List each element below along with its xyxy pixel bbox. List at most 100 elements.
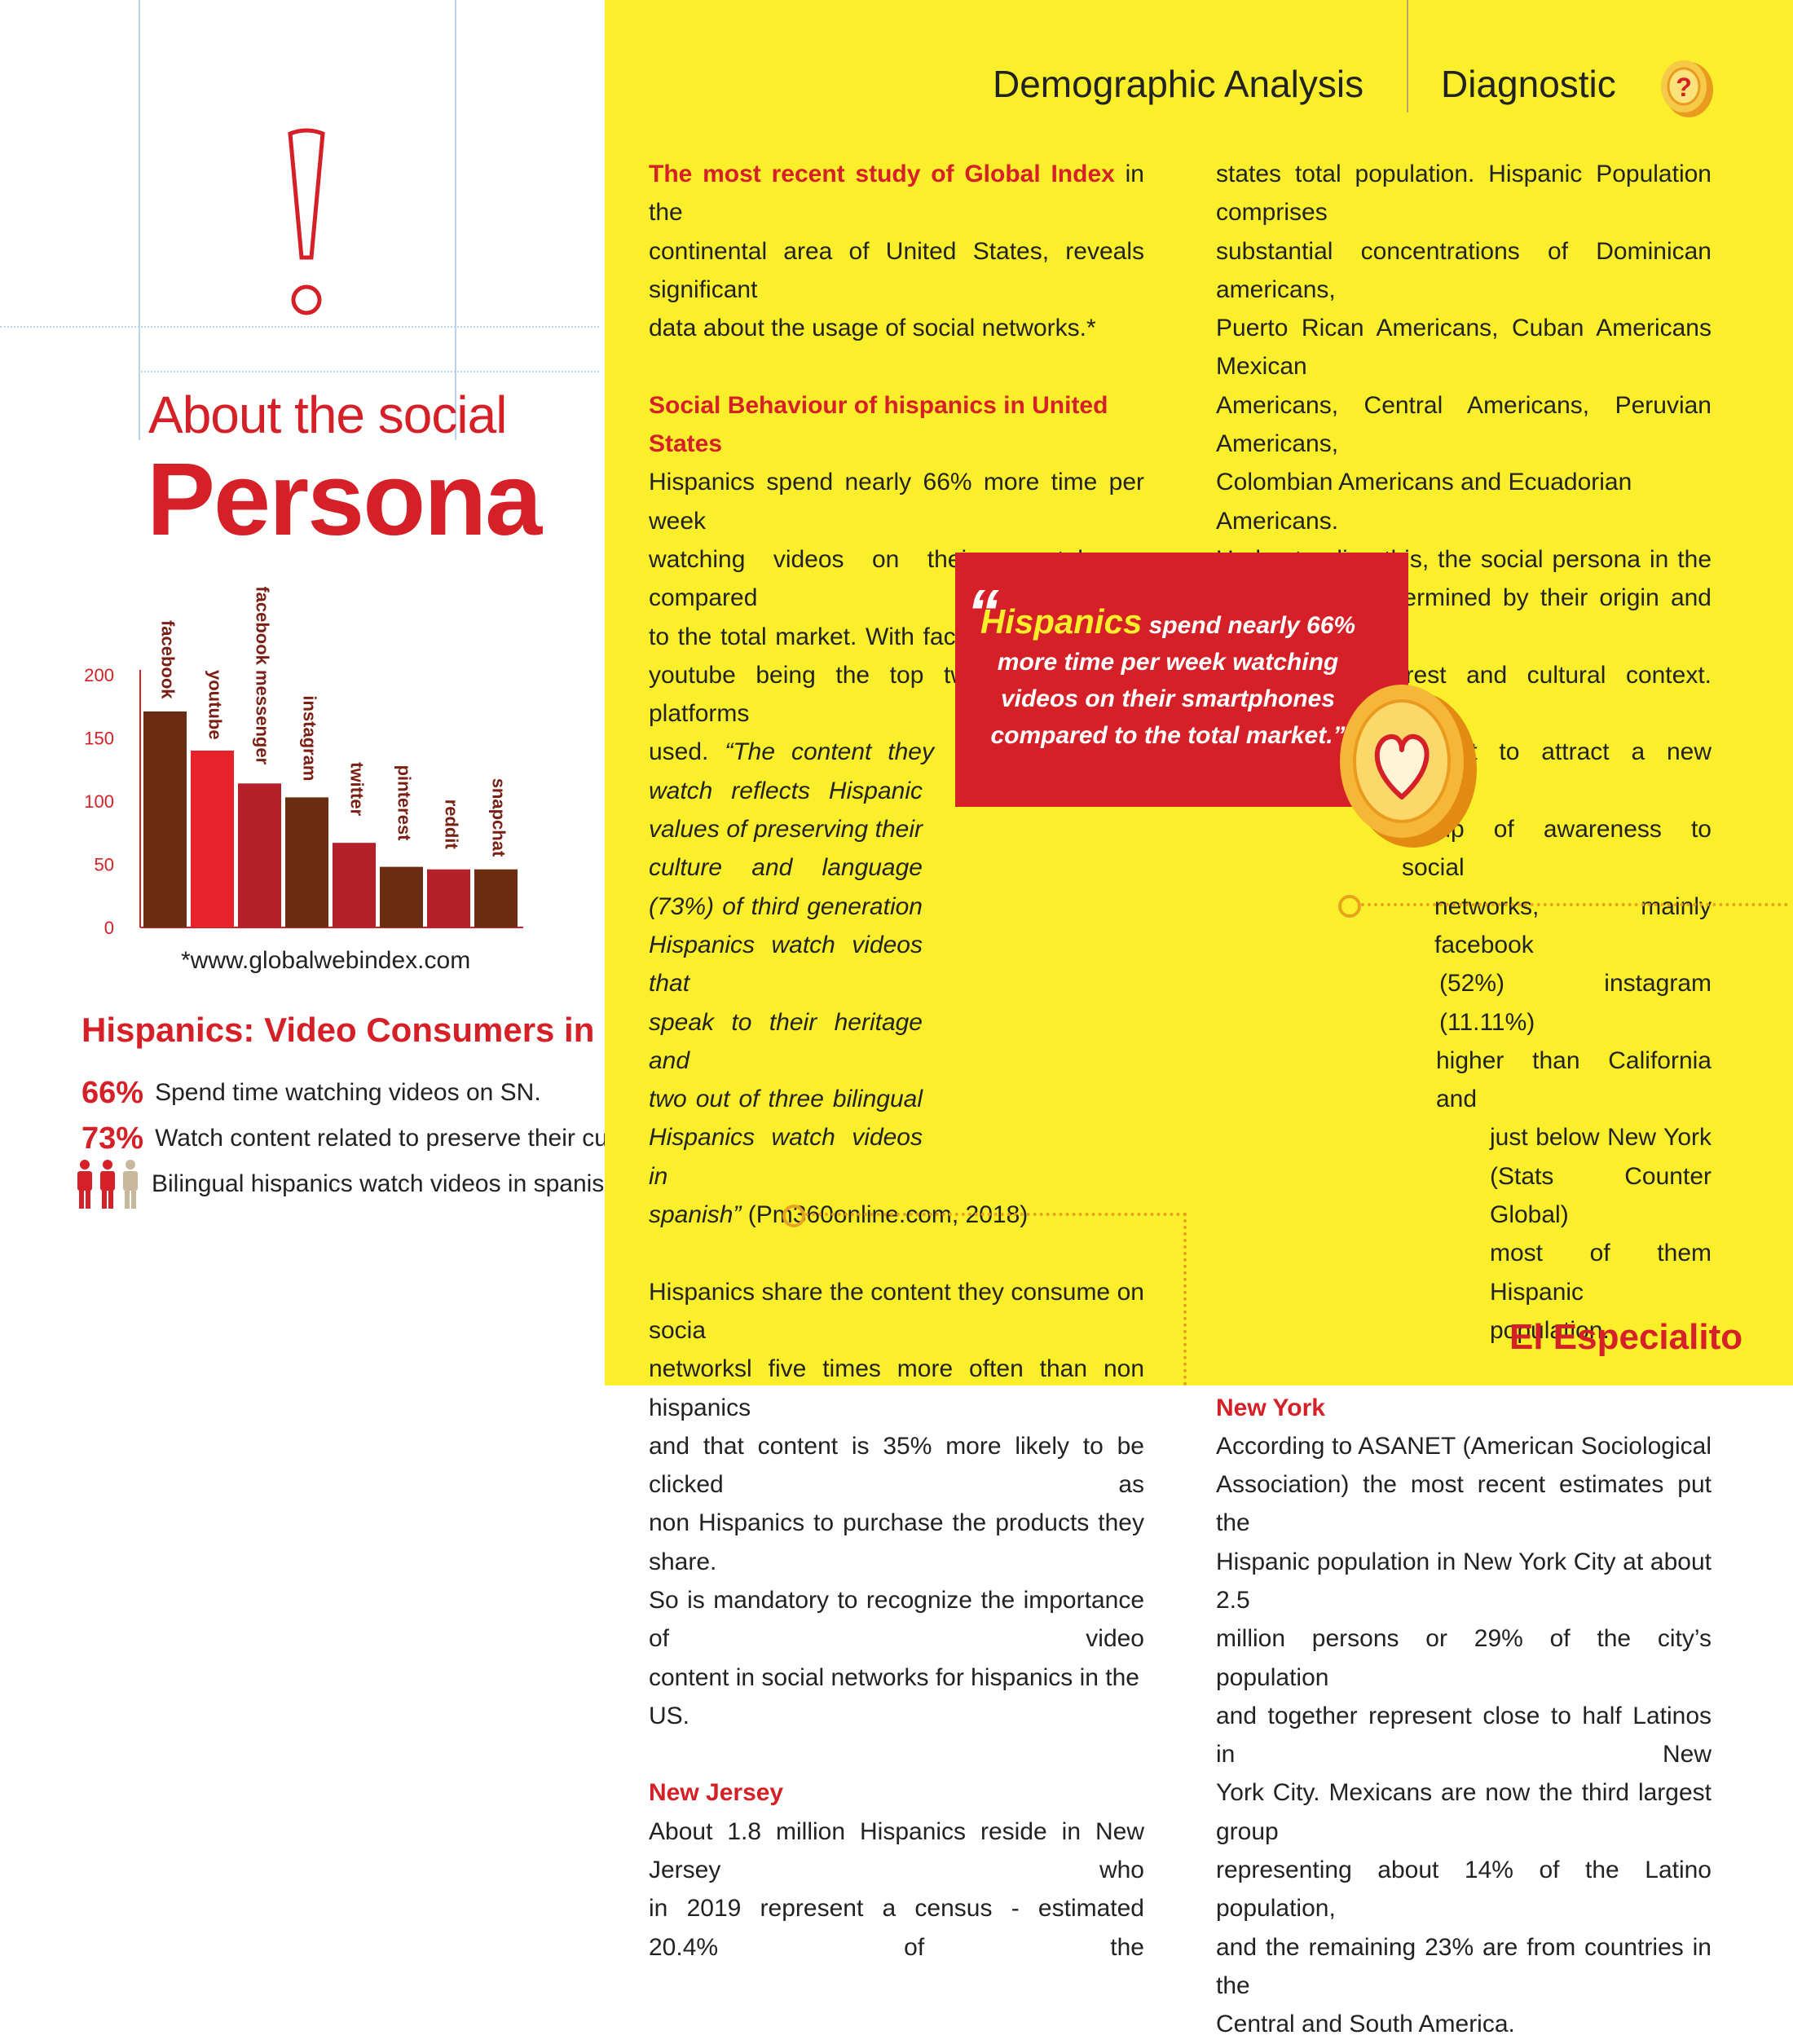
- quote-line: two out of three bilingual: [649, 1086, 923, 1113]
- chart-bar: [285, 797, 328, 927]
- stat-label: Spend time watching videos on SN.: [155, 1079, 541, 1106]
- bar-category-label: snapchat: [489, 778, 509, 857]
- exclamation-icon: [288, 128, 325, 315]
- brand-logo-text: El Especialito: [1509, 1317, 1743, 1357]
- dotted-connector: [805, 1213, 1187, 1216]
- bar-category-label: youtube: [205, 670, 226, 740]
- stat-value: 66%: [82, 1075, 144, 1110]
- text-column-2: states total population. Hispanic Popula…: [1216, 155, 1712, 2044]
- quote-highlight: Hispanics: [980, 602, 1143, 641]
- stat-row: 73% Watch content related to preserve th…: [82, 1118, 655, 1159]
- paragraph-line: About 1.8 million Hispanics reside in Ne…: [649, 1817, 1144, 1884]
- paragraph-line: networksl five times more often than non…: [649, 1355, 1144, 1421]
- video-consumers-title: Hispanics: Video Consumers in SN.: [82, 1011, 662, 1049]
- quote-line: culture and language: [649, 854, 923, 882]
- paragraph-line: So is mandatory to recognize the importa…: [649, 1586, 1144, 1653]
- chart-bar: [191, 751, 234, 927]
- paragraph-line: (Stats Counter Global): [1490, 1162, 1712, 1229]
- paragraph-line: Colombian Americans and Ecuadorian Ameri…: [1216, 469, 1632, 535]
- subheading: Social Behaviour of hispanics in United …: [649, 391, 1108, 458]
- paragraph-line: Hispanic population in New York City at …: [1216, 1548, 1712, 1614]
- paragraph-line: (52%) instagram (11.11%): [1439, 970, 1712, 1036]
- pull-quote-box: [955, 553, 1408, 807]
- stat-label: Bilingual hispanics watch videos in span…: [152, 1170, 618, 1197]
- bar-category-label: instagram: [300, 695, 320, 781]
- spacer: [649, 1234, 1144, 1272]
- chart-bar: [238, 783, 281, 927]
- quote-mark: “: [967, 576, 999, 649]
- text-span: used.: [649, 738, 709, 766]
- paragraph-line: data about the usage of social networks.…: [649, 315, 1096, 342]
- y-tick-label: 0: [104, 918, 114, 938]
- quote-line: compared to the total market.”: [990, 722, 1346, 749]
- header-section: Demographic Analysis: [993, 63, 1364, 105]
- guide-line: [139, 371, 599, 372]
- paragraph-line: substantial concentrations of Dominican …: [1216, 237, 1712, 303]
- paragraph-line: and the remaining 23% are from countries…: [1216, 1933, 1712, 1999]
- paragraph-line: Hispanics share the content they consume…: [649, 1278, 1144, 1344]
- quote-line: Hispanics watch videos in: [649, 1124, 923, 1190]
- quote-line: values of preserving their: [649, 816, 923, 844]
- chart-bar: [427, 869, 470, 927]
- paragraph-line: Central and South America.: [1216, 2011, 1515, 2038]
- subheading: New Jersey: [649, 1779, 784, 1807]
- question-coin-icon: ?: [1661, 60, 1713, 117]
- connector-dot: [1338, 895, 1361, 918]
- text-column-1: The most recent study of Global Index in…: [649, 155, 1144, 1967]
- chart-source: *www.globalwebindex.com: [181, 947, 471, 974]
- paragraph-line: most of them Hispanic: [1490, 1240, 1712, 1306]
- paragraph-line: The most recent study of Global Index in…: [649, 155, 1144, 232]
- bar-category-label: pinterest: [394, 765, 415, 842]
- stat-row: 66% Spend time watching videos on SN.: [82, 1073, 541, 1113]
- text-span: compared to the total market.: [990, 722, 1333, 749]
- highlight-text: The most recent study of Global Index: [649, 161, 1115, 187]
- people-icon: [77, 1160, 138, 1209]
- text-span: in the: [649, 161, 1144, 227]
- paragraph-line: York City. Mexicans are now the third la…: [1216, 1779, 1712, 1845]
- stat-label: Watch content related to preserve their …: [155, 1125, 656, 1152]
- y-tick-label: 50: [95, 855, 114, 875]
- guide-line: [0, 326, 599, 328]
- paragraph-line: content in social networks for hispanics…: [649, 1663, 1139, 1729]
- quote-line: (73%) of third generation: [649, 892, 923, 920]
- chart-bar: [143, 711, 187, 927]
- stat-value: 73%: [82, 1121, 144, 1156]
- spacer: [649, 1735, 1144, 1773]
- paragraph-line: Puerto Rican Americans, Cuban Americans …: [1216, 315, 1712, 381]
- paragraph-line: in 2019 represent a census - estimated 2…: [649, 1895, 1144, 1961]
- chart-bar: [474, 869, 518, 927]
- page-title-line2: Persona: [147, 442, 542, 557]
- text-span: spanish”: [649, 1201, 742, 1229]
- quote-line: videos on their smartphones: [1000, 685, 1336, 712]
- y-tick-label: 150: [84, 729, 114, 749]
- svg-text:?: ?: [1676, 73, 1692, 102]
- text-span: spend nearly 66%: [1148, 612, 1356, 639]
- pull-quote-text: Hispanics spend nearly 66% more time per…: [976, 603, 1359, 754]
- quote-line: watch reflects Hispanic: [649, 777, 923, 804]
- paragraph-line: million persons or 29% of the city’s pop…: [1216, 1625, 1712, 1691]
- header-divider: [1407, 0, 1408, 112]
- quote-line: Hispanics spend nearly 66%: [976, 603, 1359, 644]
- guide-line: [139, 0, 140, 440]
- dotted-connector: [1183, 1213, 1187, 1385]
- paragraph-line: Americans, Central Americans, Peruvian A…: [1216, 391, 1712, 458]
- paragraph-line: Association) the most recent estimates p…: [1216, 1471, 1712, 1537]
- paragraph-line: just below New York: [1490, 1124, 1712, 1152]
- dotted-connector: [1361, 903, 1788, 906]
- guide-line: [455, 0, 456, 440]
- spacer: [649, 347, 1144, 385]
- paragraph-line: and together represent close to half Lat…: [1216, 1702, 1712, 1769]
- bar-category-label: twitter: [347, 762, 368, 816]
- paragraph-line: According to ASANET (American Sociologic…: [1216, 1432, 1712, 1460]
- heart-coin-icon: [1340, 685, 1477, 848]
- chart-bar: [333, 843, 376, 927]
- y-tick-label: 100: [84, 791, 114, 812]
- paragraph-line: non Hispanics to purchase the products t…: [649, 1509, 1144, 1575]
- bar-category-label: facebook messenger: [253, 587, 273, 765]
- page-title-line1: About the social: [148, 385, 507, 444]
- paragraph-line: continental area of United States, revea…: [649, 237, 1144, 303]
- paragraph-line: higher than California and: [1436, 1046, 1712, 1113]
- paragraph-line: Hispanics spend nearly 66% more time per…: [649, 469, 1144, 535]
- left-panel: About the social Persona 0 50 100 150 200 fac…: [0, 0, 661, 1385]
- chart-bar: [380, 866, 423, 927]
